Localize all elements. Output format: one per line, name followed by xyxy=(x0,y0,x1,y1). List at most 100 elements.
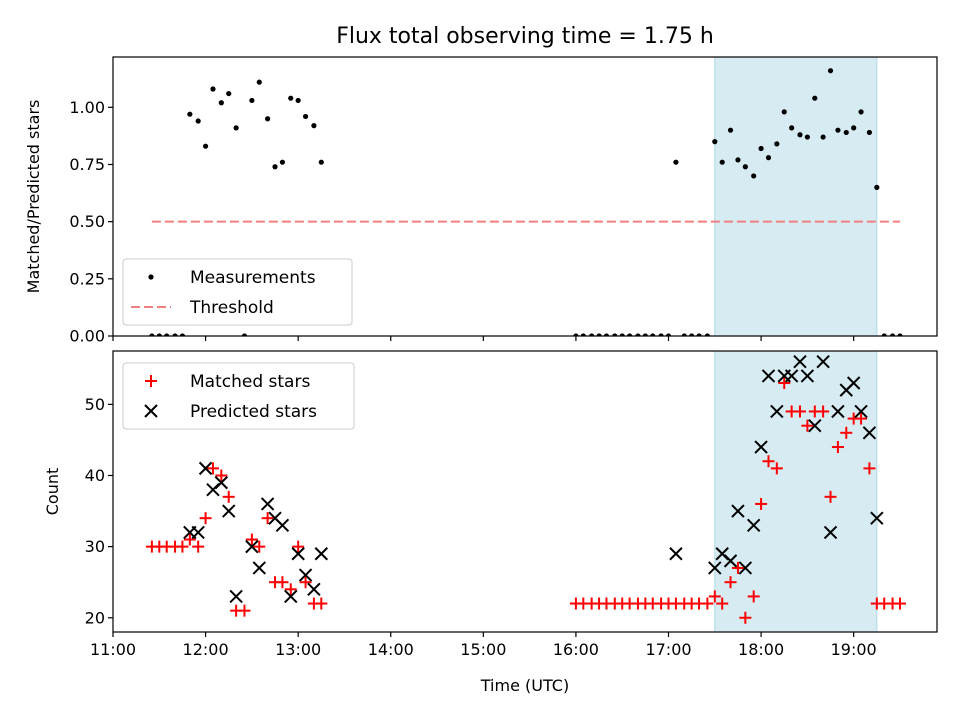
data-point-b xyxy=(746,518,761,532)
data-point xyxy=(299,576,312,589)
data-point-b xyxy=(738,561,753,575)
data-point xyxy=(292,540,305,553)
data-point xyxy=(252,561,266,575)
data-point xyxy=(889,333,896,336)
data-point-b xyxy=(754,440,768,454)
data-point xyxy=(195,118,201,124)
data-point xyxy=(229,589,243,604)
series-measurements xyxy=(149,68,903,336)
ratio-panel: 0.00 0.25 0.50 0.75 1.00 Matched/Predicted st… xyxy=(24,56,938,346)
data-point xyxy=(789,125,795,131)
data-point xyxy=(739,611,752,624)
data-point xyxy=(222,490,235,503)
data-point xyxy=(298,568,313,582)
legend-marker xyxy=(144,404,158,418)
data-point xyxy=(284,589,298,604)
data-point xyxy=(314,547,329,561)
data-point xyxy=(689,333,695,336)
legend-marker xyxy=(145,375,157,387)
data-point-b xyxy=(284,589,298,604)
data-point xyxy=(260,497,275,511)
data-point-b xyxy=(275,518,290,532)
data-point xyxy=(704,333,710,336)
shaded-region xyxy=(714,56,878,337)
legend-entry: Threshold xyxy=(131,298,274,318)
data-point xyxy=(727,127,734,133)
data-point xyxy=(580,333,586,336)
x-tick-label: 19:00 xyxy=(831,640,877,659)
data-point xyxy=(315,597,328,610)
data-point xyxy=(635,333,641,336)
data-point xyxy=(800,369,815,383)
data-point xyxy=(754,440,768,454)
data-point xyxy=(206,462,219,475)
data-point xyxy=(311,123,317,129)
data-point xyxy=(172,333,178,336)
x-axis-label: Time (UTC) xyxy=(480,676,569,695)
legend-entry: Matched stars xyxy=(145,372,310,392)
data-point xyxy=(249,97,255,104)
data-point xyxy=(673,159,679,165)
data-point xyxy=(279,159,286,165)
legend-label: Predicted stars xyxy=(190,402,317,422)
data-point xyxy=(846,376,861,390)
data-point-b xyxy=(191,525,205,540)
data-point xyxy=(291,547,305,561)
data-point xyxy=(823,525,838,540)
data-point xyxy=(164,333,170,336)
x-tick-label: 12:00 xyxy=(183,640,229,659)
data-point xyxy=(681,333,687,336)
data-point xyxy=(866,129,873,136)
data-point xyxy=(284,583,297,596)
data-point xyxy=(696,333,702,336)
data-point xyxy=(214,475,229,490)
data-point xyxy=(596,333,602,336)
axes-frame xyxy=(112,350,938,633)
x-tick-label: 13:00 xyxy=(275,640,321,659)
data-point xyxy=(812,95,818,101)
data-point-b xyxy=(245,539,259,554)
data-point xyxy=(801,419,814,432)
data-point xyxy=(275,518,290,532)
data-point-b xyxy=(761,369,776,383)
data-point xyxy=(851,125,857,131)
data-point xyxy=(265,116,271,122)
data-point xyxy=(765,155,772,161)
data-point-b xyxy=(260,497,275,511)
data-point-b xyxy=(831,404,845,419)
data-point xyxy=(191,525,205,540)
data-point xyxy=(770,404,784,419)
data-point xyxy=(619,333,625,336)
data-point-b xyxy=(854,404,868,419)
data-point xyxy=(210,86,216,92)
chart-title: Flux total observing time = 1.75 h xyxy=(336,24,714,49)
x-tick-label: 14:00 xyxy=(368,640,414,659)
data-point xyxy=(855,412,868,425)
data-point xyxy=(245,533,258,546)
y-tick-label: 0.50 xyxy=(69,212,105,231)
data-point xyxy=(731,504,745,518)
legend: Matched stars Predicted stars xyxy=(122,362,355,430)
data-point-b xyxy=(723,554,738,568)
legend-entry: Measurements xyxy=(148,268,316,288)
legend-entry: Predicted stars xyxy=(144,402,317,422)
data-point xyxy=(233,125,239,131)
data-point xyxy=(793,405,806,418)
data-point xyxy=(784,369,799,383)
data-point xyxy=(642,333,648,336)
plot-area xyxy=(145,354,906,624)
data-point xyxy=(712,139,718,145)
data-point xyxy=(738,561,753,575)
data-point xyxy=(770,462,783,475)
data-point xyxy=(179,333,186,336)
data-point-b xyxy=(870,511,884,525)
data-point xyxy=(272,164,278,170)
data-point xyxy=(288,95,294,101)
plot-area xyxy=(149,68,903,336)
y-axis-label: Matched/Predicted stars xyxy=(24,100,43,294)
data-point-b xyxy=(298,568,313,582)
data-point-b xyxy=(214,475,229,490)
data-point-b xyxy=(252,561,266,575)
data-point xyxy=(778,377,791,390)
